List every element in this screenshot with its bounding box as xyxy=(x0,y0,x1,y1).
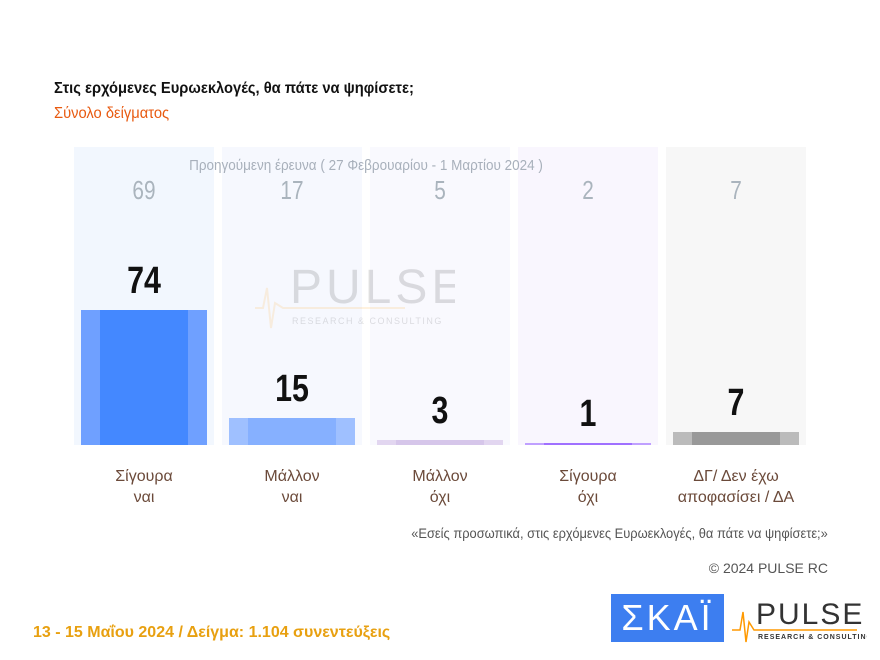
pulse-logo: PULSE RESEARCH & CONSULTING xyxy=(732,598,867,643)
value-label: 1 xyxy=(579,393,597,435)
category-line: Μάλλον xyxy=(264,468,320,485)
category-line: ναι xyxy=(133,489,155,506)
category-line: όχι xyxy=(577,489,599,506)
bar-core xyxy=(99,310,189,445)
bar-core xyxy=(395,439,485,445)
question-note: «Εσείς προσωπικά, στις ερχόμενες Ευρωεκλ… xyxy=(411,525,828,541)
previous-value-label: 17 xyxy=(280,175,304,205)
previous-value-label: 5 xyxy=(434,175,446,205)
category-line: ναι xyxy=(281,489,303,506)
column-bg xyxy=(518,147,658,445)
category-line: Σίγουρα xyxy=(115,468,173,485)
value-label: 15 xyxy=(275,367,309,410)
previous-value-label: 2 xyxy=(582,175,594,205)
value-label: 3 xyxy=(431,389,449,432)
category-line: αποφασίσει / ΔΑ xyxy=(677,489,795,506)
category-label: ΔΓ/ Δεν έχω αποφασίσει / ΔΑ xyxy=(666,466,806,508)
category-line: Σίγουρα xyxy=(559,468,617,485)
previous-survey-label: Προηγούμενη έρευνα ( 27 Φεβρουαρίου - 1 … xyxy=(189,157,543,174)
svg-text:PULSE: PULSE xyxy=(290,261,455,314)
bar-core xyxy=(543,443,633,445)
bar xyxy=(81,310,207,445)
bar xyxy=(673,432,799,445)
bar xyxy=(377,439,503,445)
svg-text:RESEARCH & CONSULTING: RESEARCH & CONSULTING xyxy=(292,316,443,326)
pulse-watermark: PULSE RESEARCH & CONSULTING xyxy=(255,261,455,329)
survey-footer: 13 - 15 Μαΐου 2024 / Δείγμα: 1.104 συνεν… xyxy=(33,624,391,641)
copyright: © 2024 PULSE RC xyxy=(708,560,828,576)
column-bg xyxy=(666,147,806,445)
previous-value-label: 7 xyxy=(730,175,742,205)
bar-core xyxy=(247,417,337,445)
category-label: Σίγουρα όχι xyxy=(518,466,658,508)
category-label: Μάλλον όχι xyxy=(370,466,510,508)
bar xyxy=(525,443,651,445)
svg-text:RESEARCH & CONSULTING: RESEARCH & CONSULTING xyxy=(758,634,867,641)
column-bg xyxy=(370,147,510,445)
previous-value-label: 69 xyxy=(132,175,156,205)
category-line: όχι xyxy=(429,489,451,506)
category-line: Μάλλον xyxy=(412,468,468,485)
skai-logo: ΣΚΑΪ xyxy=(611,594,724,642)
bar-core xyxy=(691,432,781,445)
chart-subtitle: Σύνολο δείγματος xyxy=(54,105,170,122)
category-label: Σίγουρα ναι xyxy=(74,466,214,508)
category-label: Μάλλον ναι xyxy=(222,466,362,508)
svg-text:PULSE: PULSE xyxy=(756,598,864,631)
value-label: 74 xyxy=(127,260,161,302)
value-label: 7 xyxy=(727,382,745,425)
category-line: ΔΓ/ Δεν έχω xyxy=(693,468,779,485)
column-bg xyxy=(222,147,362,445)
chart-title: Στις ερχόμενες Ευρωεκλογές, θα πάτε να ψ… xyxy=(54,80,414,97)
bar xyxy=(229,417,355,445)
